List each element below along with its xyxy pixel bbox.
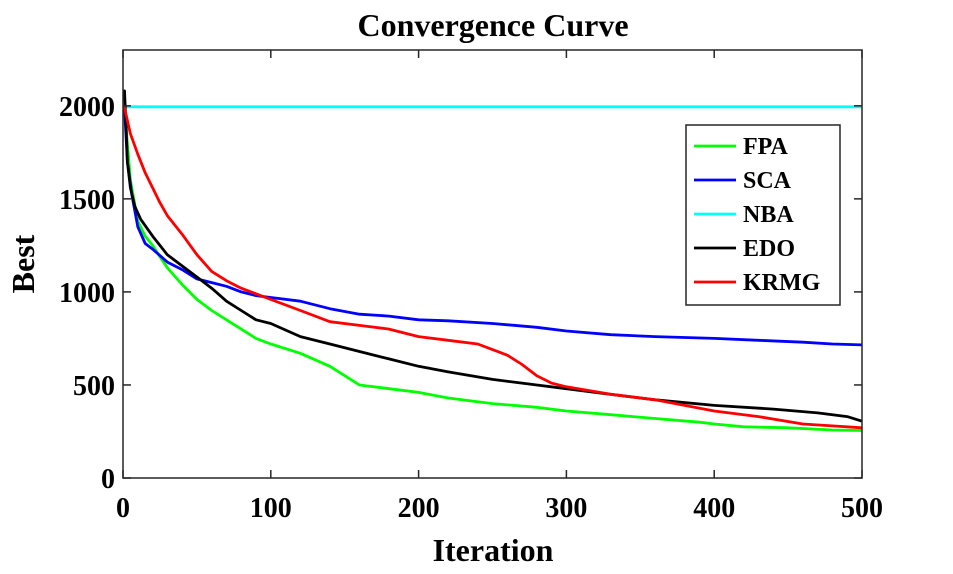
x-axis-label: Iteration — [433, 532, 554, 568]
x-tick-label: 300 — [545, 493, 587, 524]
series-group — [123, 89, 862, 432]
x-tick-label: 100 — [250, 493, 292, 524]
chart-title: Convergence Curve — [357, 7, 628, 43]
x-tick-label: 200 — [398, 493, 440, 524]
y-tick-label: 1000 — [59, 278, 115, 309]
legend-label-edo: EDO — [743, 236, 795, 262]
y-tick-label: 0 — [101, 464, 115, 495]
x-tick-label: 400 — [693, 493, 735, 524]
legend: FPA SCA NBA EDO KRMG — [685, 124, 841, 306]
legend-label-fpa: FPA — [743, 134, 789, 160]
y-tick-label: 2000 — [59, 92, 115, 123]
x-tick-label: 500 — [841, 493, 883, 524]
y-axis-label: Best — [5, 234, 41, 293]
x-tick-label: 0 — [116, 493, 130, 524]
legend-label-krmg: KRMG — [743, 270, 821, 296]
axes-box — [122, 49, 863, 479]
y-tick-label: 1500 — [59, 185, 115, 216]
series-line-sca — [123, 106, 862, 347]
legend-label-nba: NBA — [743, 202, 794, 228]
legend-label-sca: SCA — [743, 168, 792, 194]
series-line-krmg — [123, 106, 862, 430]
y-tick-label: 500 — [73, 371, 115, 402]
